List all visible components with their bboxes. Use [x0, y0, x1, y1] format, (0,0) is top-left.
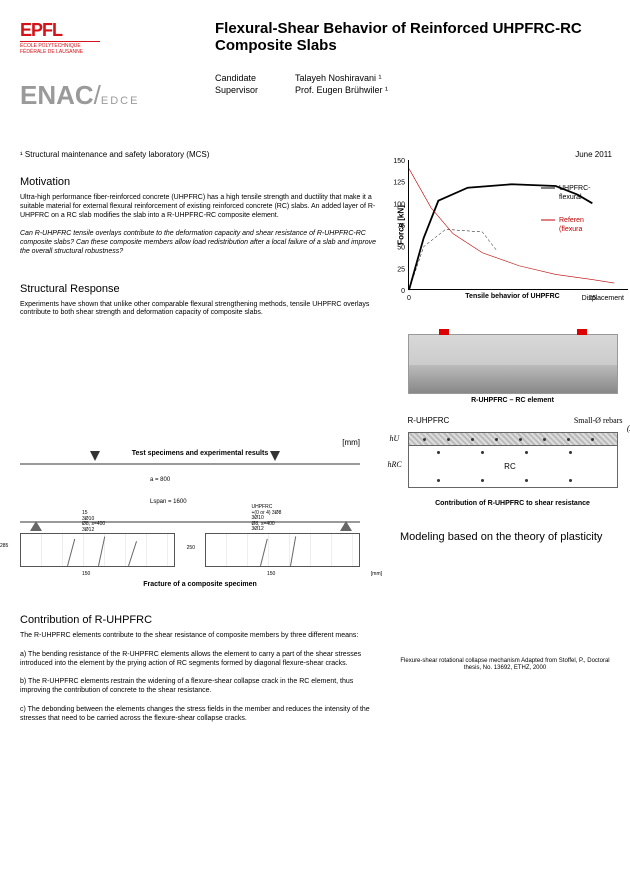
dim-250: 250 [187, 545, 195, 551]
faculty-logo: ENAC/EDCE [20, 80, 139, 111]
footer-citation: Flexure-shear rotational collapse mechan… [400, 658, 610, 672]
svg-text:UHPFRC-: UHPFRC- [559, 185, 591, 192]
motivation-p2: Can R-UHPFRC tensile overlays contribute… [20, 230, 380, 256]
response-p1: Experiments have shown that unlike other… [20, 301, 380, 319]
epfl-logo-block: EPFL ÉCOLE POLYTECHNIQUE FÉDÉRALE DE LAU… [20, 20, 100, 55]
svg-text:Displacement: Displacement [582, 295, 624, 302]
svg-text:50: 50 [397, 245, 405, 252]
dim-150-l: 150 [82, 571, 90, 577]
fracture-right: UHPFRC +(0 or 4) 3Ø8 3Ø10 Ø8, s=400 3Ø12… [205, 533, 360, 567]
supervisor-label: Supervisor [215, 85, 295, 95]
epfl-logo: EPFL [20, 20, 100, 41]
svg-text:25: 25 [397, 266, 405, 273]
xs-ruhpfrc: R-UHPFRC [408, 416, 450, 425]
candidate-label: Candidate [215, 73, 295, 83]
mm-r: [mm] [371, 571, 382, 577]
page-title: Flexural-Shear Behavior of Reinforced UH… [215, 20, 615, 55]
fracture-left: 285 15 3Ø10 Ø8, s=400 3Ø12 150 250 [20, 533, 175, 567]
span-label: Lspan = 1600 [150, 499, 187, 505]
load-arrow-icon [270, 451, 280, 461]
right-column: Force [kN] 0255075100125150025Displaceme… [400, 160, 625, 672]
dim-150-r: 150 [267, 571, 275, 577]
xs-hrc: hRC [388, 460, 402, 469]
header: EPFL ÉCOLE POLYTECHNIQUE FÉDÉRALE DE LAU… [0, 0, 630, 140]
svg-text:(flexura: (flexura [559, 226, 582, 233]
xs-rc: RC [504, 462, 516, 471]
faculty-sub: EDCE [101, 95, 140, 107]
meta-block: Candidate Talayeh Noshiravani ¹ Supervis… [215, 73, 615, 95]
left-column: Motivation Ultra-high performance fiber-… [20, 170, 380, 723]
date: June 2011 [575, 150, 612, 159]
faculty-name: ENAC [20, 80, 94, 110]
chart-svg: 0255075100125150025DisplacementUHPFRC-fl… [409, 160, 629, 290]
response-heading: Structural Response [20, 283, 380, 295]
load-arrow-icon [90, 451, 100, 461]
supervisor-name: Prof. Eugen Brühwiler ¹ [295, 85, 388, 95]
xs-rebars: Small-Ø rebars [574, 416, 623, 425]
affiliation: ¹ Structural maintenance and safety labo… [20, 150, 209, 159]
dim-285: 285 [0, 543, 8, 549]
top-layer [408, 432, 618, 446]
modeling-heading: Modeling based on the theory of plastici… [400, 531, 625, 543]
tensile-chart: Force [kN] 0255075100125150025Displaceme… [408, 160, 628, 290]
contribution-heading: Contribution of R-UHPFRC [20, 614, 380, 626]
specimens-caption: Test specimens and experimental results [20, 450, 380, 457]
photo-caption: R-UHPFRC – RC element [400, 397, 625, 404]
svg-text:flexural: flexural [559, 194, 582, 201]
svg-text:0: 0 [401, 288, 405, 295]
svg-text:75: 75 [397, 223, 405, 230]
svg-text:Referen: Referen [559, 217, 584, 224]
motivation-heading: Motivation [20, 176, 380, 188]
bars-left: 15 3Ø10 Ø8, s=400 3Ø12 [82, 511, 105, 533]
svg-text:125: 125 [393, 180, 405, 187]
motivation-p1: Ultra-high performance fiber-reinforced … [20, 194, 380, 220]
contribution-pc: c) The debonding between the elements ch… [20, 706, 380, 724]
a-label: a = 800 [150, 477, 170, 483]
svg-text:100: 100 [393, 201, 405, 208]
svg-text:150: 150 [393, 158, 405, 165]
xsection-caption: Contribution of R-UHPFRC to shear resist… [400, 500, 625, 507]
svg-text:0: 0 [407, 295, 411, 302]
epfl-subtitle: ÉCOLE POLYTECHNIQUE FÉDÉRALE DE LAUSANNE [20, 41, 100, 55]
fracture-diagram: 285 15 3Ø10 Ø8, s=400 3Ø12 150 250 UHPFR… [20, 533, 360, 567]
rc-block: RC [408, 446, 618, 488]
specimen-diagram: a = 800 Lspan = 1600 [20, 463, 360, 523]
title-block: Flexural-Shear Behavior of Reinforced UH… [215, 20, 615, 97]
fracture-caption: Fracture of a composite specimen [20, 581, 380, 588]
contribution-pb: b) The R-UHPFRC elements restrain the wi… [20, 678, 380, 696]
bars-right: UHPFRC +(0 or 4) 3Ø8 3Ø10 Ø8, s=400 3Ø12 [252, 505, 282, 533]
support-icon [340, 521, 352, 531]
support-icon [30, 521, 42, 531]
candidate-name: Talayeh Noshiravani ¹ [295, 73, 382, 83]
unit-mm-1: [mm] [20, 438, 360, 447]
contribution-pa: a) The bending resistance of the R-UHPFR… [20, 651, 380, 669]
cross-section: R-UHPFRC Small-Ø rebars hU hRC RC (AₛU) … [408, 432, 618, 488]
contribution-p0: The R-UHPFRC elements contribute to the … [20, 632, 380, 641]
xs-hu: hU [390, 434, 400, 443]
element-photo [408, 334, 618, 394]
